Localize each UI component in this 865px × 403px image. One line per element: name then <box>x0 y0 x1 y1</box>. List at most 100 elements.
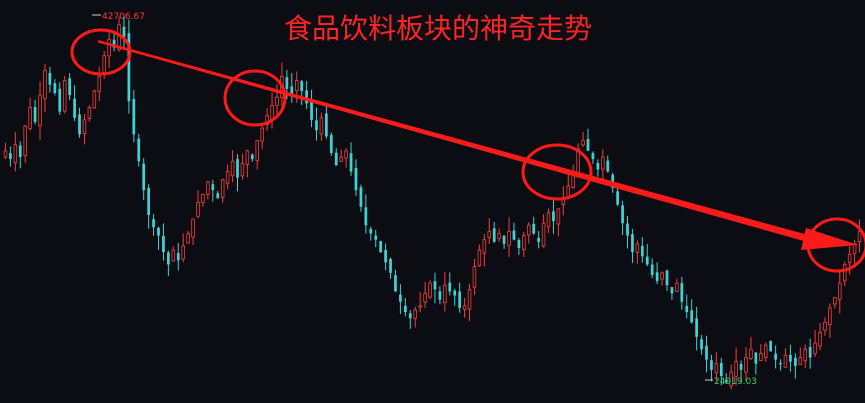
candle-up <box>833 297 837 305</box>
candle-up <box>823 321 827 331</box>
candle-down <box>112 39 116 48</box>
candle-down <box>650 264 654 275</box>
candle-down <box>448 282 452 292</box>
candle-down <box>680 283 684 302</box>
candle-up <box>225 171 230 184</box>
candle-down <box>78 114 81 135</box>
candle-down <box>349 153 353 172</box>
candle-up <box>467 288 472 310</box>
candle-up <box>428 282 432 298</box>
candle-down <box>458 291 462 308</box>
candle-down <box>789 354 792 362</box>
candle-down <box>305 90 308 104</box>
candle-down <box>137 138 141 162</box>
candle-down <box>774 353 777 360</box>
candle-down <box>315 120 318 131</box>
candle-down <box>606 160 610 172</box>
candle-down <box>655 272 659 282</box>
candle-up <box>319 117 324 135</box>
candle-up <box>423 293 427 303</box>
candle-down <box>779 362 782 365</box>
candle-up <box>472 266 477 288</box>
peak-circle-1 <box>70 28 132 76</box>
max-value-label: 42706.67 <box>102 12 145 22</box>
candle-down <box>719 362 723 377</box>
candle-up <box>847 253 852 264</box>
min-value-label: 24919.03 <box>714 377 757 387</box>
candle-up <box>522 235 526 251</box>
candles-group <box>3 15 862 390</box>
candle-down <box>492 228 496 242</box>
candle-down <box>354 167 358 191</box>
candle-down <box>596 162 600 170</box>
candle-down <box>211 184 215 191</box>
candle-down <box>665 270 669 286</box>
candle-up <box>23 125 27 157</box>
candle-down <box>364 207 368 226</box>
candle-up <box>763 344 768 358</box>
candle-down <box>142 163 146 191</box>
candle-up <box>107 38 111 57</box>
candle-up <box>734 361 738 377</box>
candle-down <box>640 245 644 257</box>
candle-up <box>729 371 733 387</box>
candle-down <box>310 101 313 120</box>
candle-up <box>240 162 245 177</box>
candle-up <box>818 332 822 347</box>
candle-down <box>359 187 363 207</box>
candle-down <box>389 258 392 273</box>
candle-down <box>754 352 758 364</box>
candle-down <box>433 281 437 290</box>
candle-up <box>339 156 343 162</box>
candle-down <box>379 241 383 253</box>
candle-down <box>769 340 773 352</box>
candle-up <box>87 107 92 119</box>
candle-up <box>541 222 546 247</box>
candle-down <box>73 98 76 118</box>
candle-up <box>852 243 857 255</box>
candle-up <box>191 218 195 238</box>
peak-circle-3 <box>521 143 593 201</box>
candle-up <box>260 127 264 142</box>
candle-down <box>162 235 165 253</box>
candle-up <box>255 140 260 162</box>
candle-down <box>157 227 160 236</box>
candle-down <box>9 153 12 160</box>
candle-down <box>690 310 694 323</box>
candle-up <box>344 150 348 159</box>
candle-down <box>591 153 595 160</box>
candle-down <box>512 230 516 240</box>
trend-arrow-head <box>801 228 858 250</box>
candle-down <box>122 26 126 38</box>
candle-up <box>507 231 511 246</box>
candle-up <box>92 90 97 109</box>
candle-up <box>497 233 501 239</box>
candle-down <box>438 291 442 300</box>
candle-up <box>102 55 106 73</box>
candle-down <box>285 77 289 89</box>
candle-down <box>58 88 62 112</box>
candle-up <box>294 80 299 92</box>
candle-up <box>43 69 47 99</box>
candle-up <box>749 348 753 359</box>
candle-down <box>152 219 155 228</box>
candle-down <box>325 113 328 137</box>
candle-up <box>635 243 640 253</box>
candle-up <box>828 307 832 325</box>
candle-down <box>502 235 506 244</box>
candle-up <box>803 348 807 362</box>
candle-down <box>808 347 812 358</box>
candle-up <box>265 115 269 126</box>
candle-down <box>710 360 713 370</box>
candle-down <box>374 235 378 240</box>
candle-down <box>621 205 624 224</box>
candle-down <box>290 86 294 96</box>
candle-up <box>527 224 531 236</box>
candle-up <box>443 284 447 304</box>
candle-down <box>399 294 402 302</box>
candle-down <box>53 83 57 93</box>
candle-up <box>270 105 274 120</box>
candle-down <box>300 81 304 91</box>
candle-down <box>216 193 220 199</box>
candle-up <box>759 352 763 361</box>
